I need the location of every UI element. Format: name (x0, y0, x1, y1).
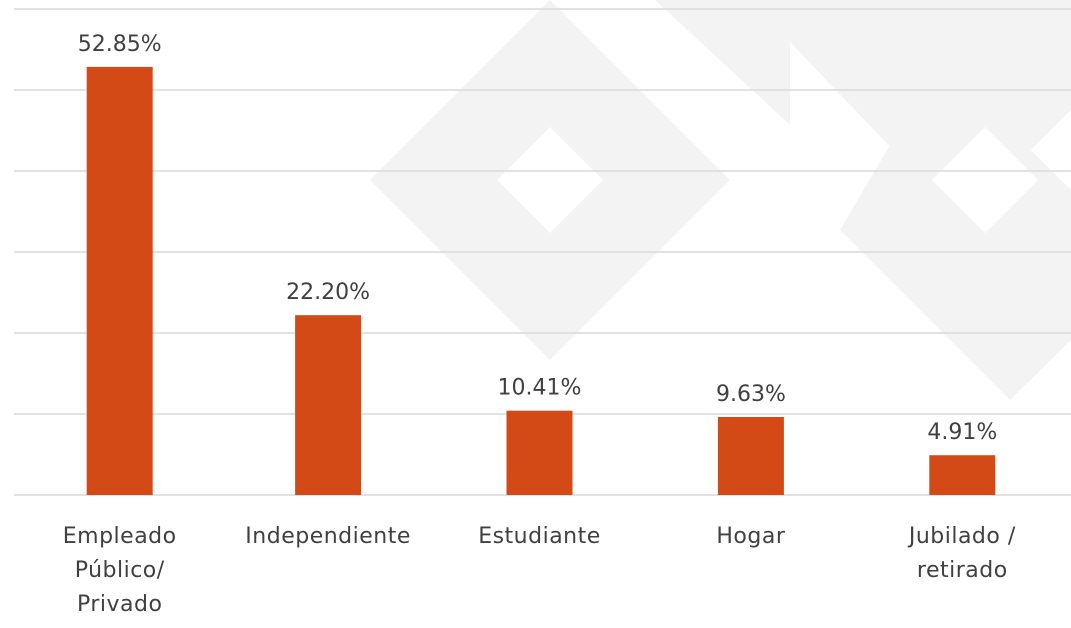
x-tick-label: Estudiante (478, 524, 601, 549)
x-tick-label: Empleado Público/ Privado (62, 524, 177, 617)
bar (295, 315, 362, 495)
x-tick-label: Independiente (245, 524, 411, 549)
bar (506, 410, 573, 495)
bar (717, 416, 784, 495)
data-label: 4.91% (927, 420, 997, 445)
x-tick-label: Hogar (716, 524, 786, 549)
bar (929, 455, 996, 495)
data-label: 9.63% (716, 382, 786, 407)
data-label: 10.41% (498, 376, 582, 401)
watermark-holes (497, 127, 1038, 233)
data-label: 22.20% (286, 280, 370, 305)
x-tick-label: Jubilado / retirado (908, 524, 1016, 583)
data-label: 52.85% (78, 32, 162, 57)
bar (86, 66, 153, 495)
